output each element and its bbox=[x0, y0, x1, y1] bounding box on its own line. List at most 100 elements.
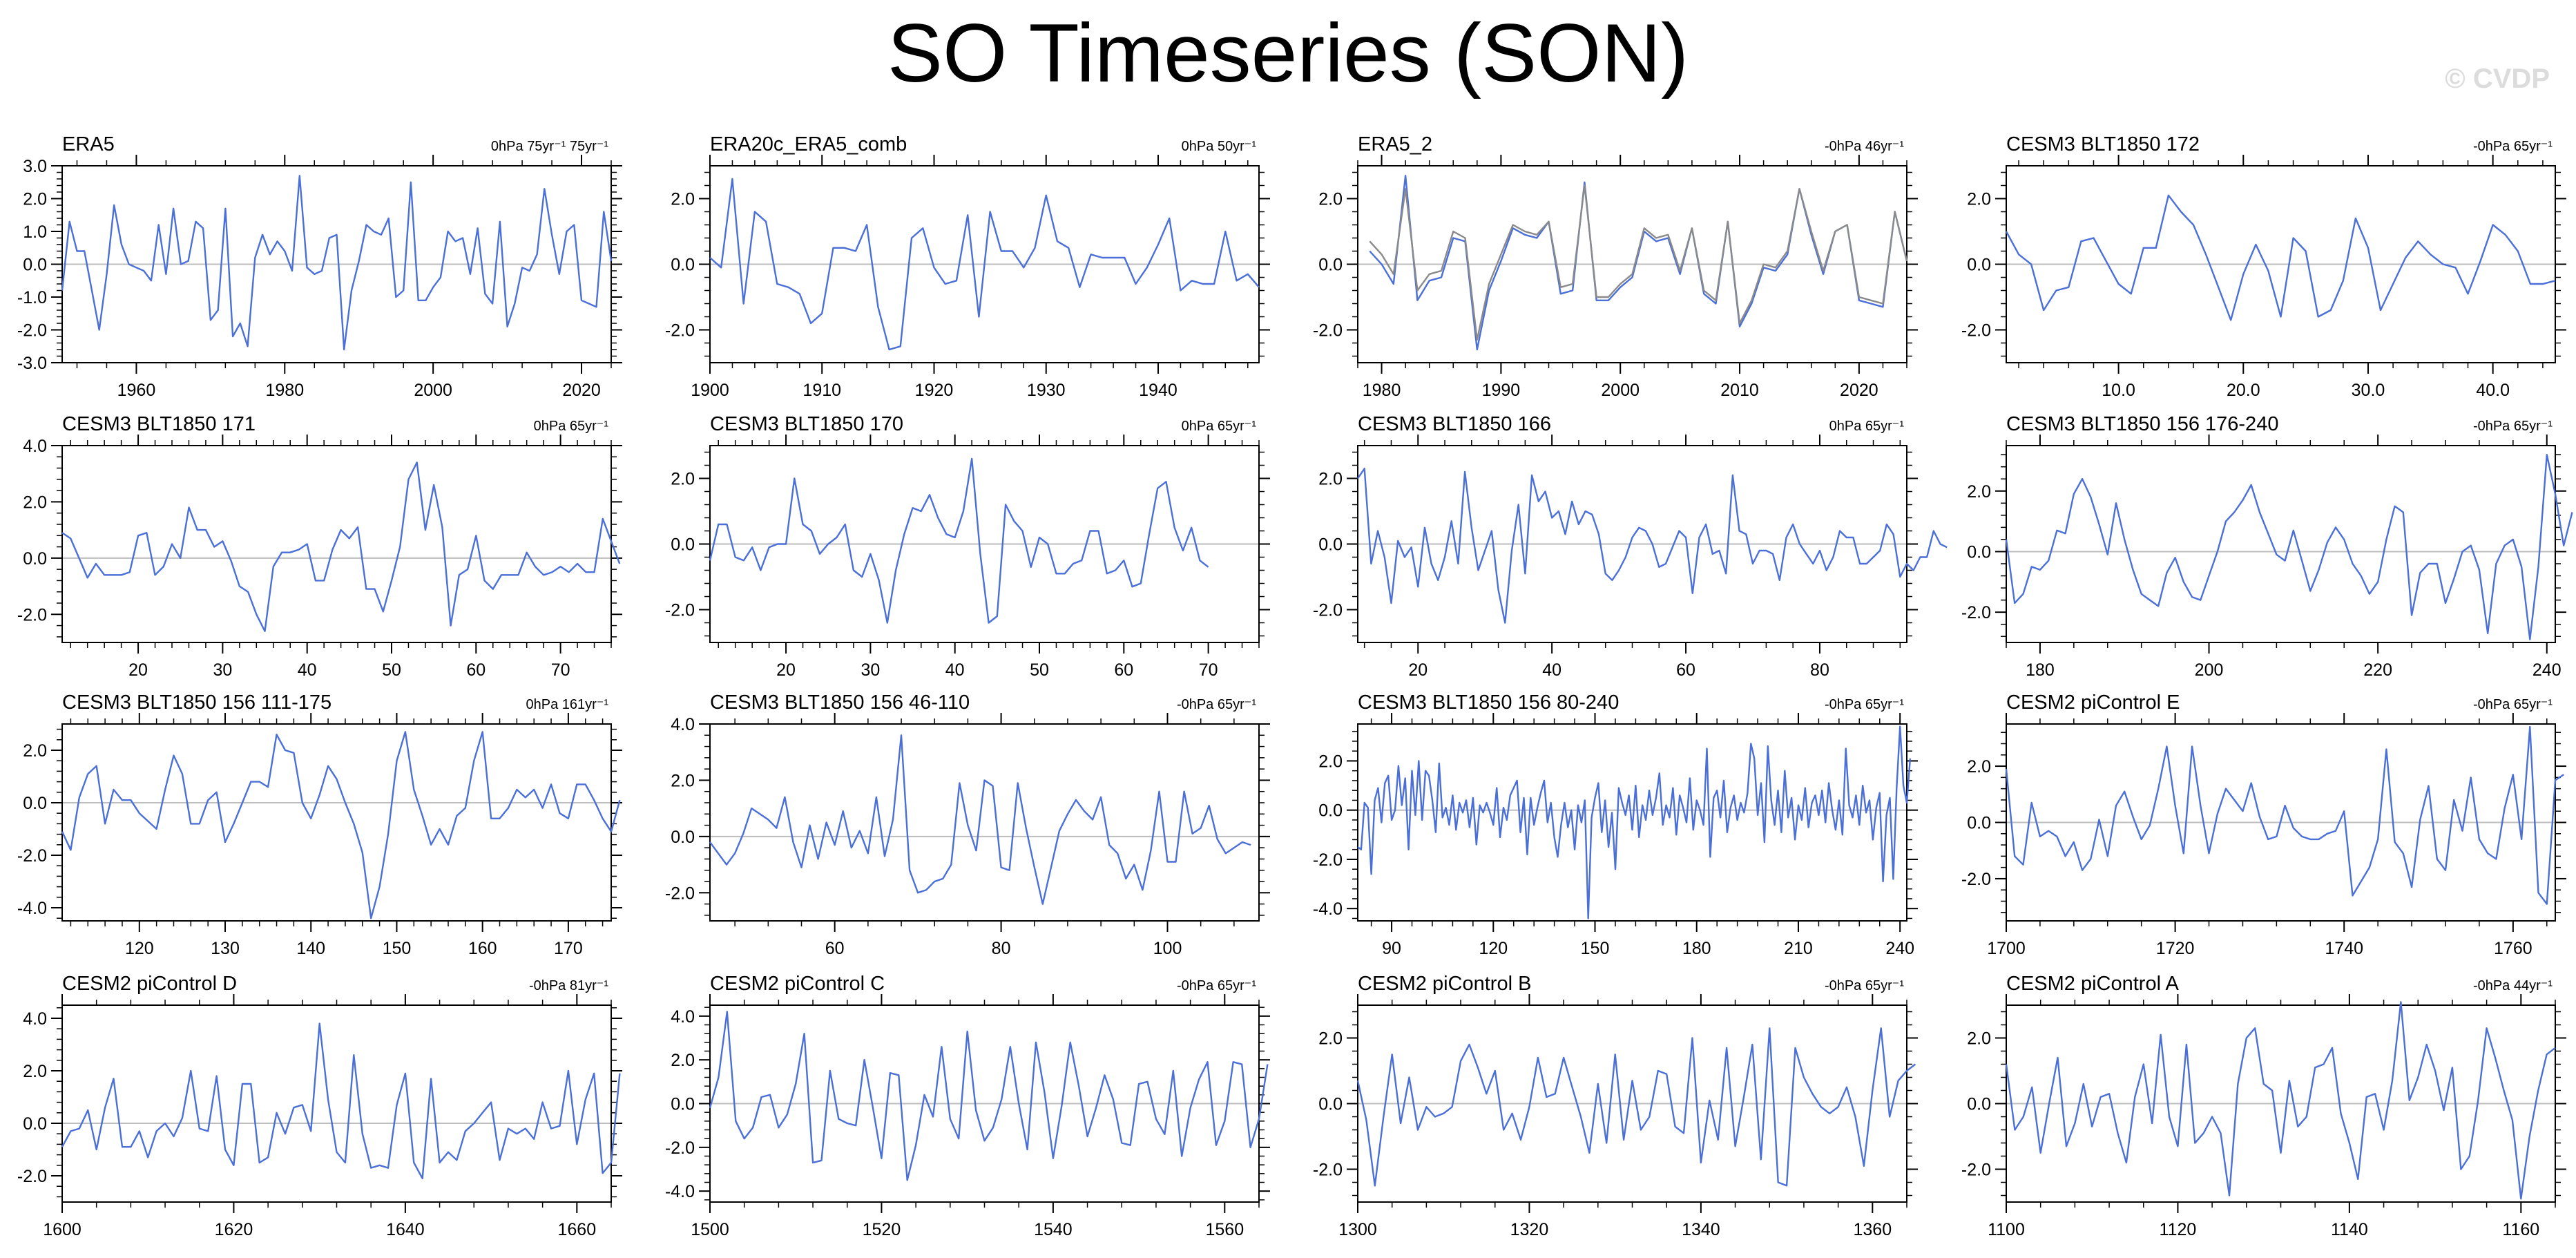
y-tick-label: 0.0 bbox=[671, 535, 695, 555]
x-tick-label: 80 bbox=[1810, 660, 1829, 680]
panel-title: CESM3 BLT1850 156 111-175 bbox=[62, 692, 331, 714]
x-tick-label: 1760 bbox=[2494, 939, 2532, 958]
y-tick-label: 2.0 bbox=[671, 470, 695, 489]
x-tick-label: 1720 bbox=[2156, 939, 2195, 958]
y-tick-label: 2.0 bbox=[1967, 1029, 1991, 1049]
x-tick-label: 170 bbox=[554, 939, 583, 958]
y-tick-label: 0.0 bbox=[1967, 542, 1991, 562]
panel-6: CESM3 BLT1850 166 0hPa 65yr⁻¹ -2.0 0.0 2.0 20… bbox=[1313, 413, 1948, 680]
x-tick-label: 1140 bbox=[2331, 1220, 2368, 1239]
x-tick-label: 1340 bbox=[1682, 1220, 1720, 1239]
x-tick-label: 180 bbox=[1682, 939, 1711, 958]
x-tick-label: 2020 bbox=[1840, 381, 1878, 400]
panel-annotation: -0hPa 65yr⁻¹ bbox=[1177, 978, 1256, 993]
y-tick-label: -2.0 bbox=[1313, 850, 1343, 870]
panel-annotation: -0hPa 46yr⁻¹ bbox=[1825, 139, 1904, 154]
x-tick-label: 50 bbox=[382, 660, 401, 680]
panel-annotation: -0hPa 65yr⁻¹ bbox=[2473, 139, 2553, 154]
panel-title: CESM2 piControl E bbox=[2006, 692, 2180, 714]
x-tick-label: 200 bbox=[2195, 660, 2224, 680]
x-tick-label: 1520 bbox=[863, 1220, 901, 1239]
x-tick-label: 1160 bbox=[2502, 1220, 2539, 1239]
panel-annotation: 0hPa 161yr⁻¹ bbox=[526, 697, 608, 712]
panel-annotation: -0hPa 65yr⁻¹ bbox=[2473, 419, 2553, 434]
figure-title: SO Timeseries (SON) bbox=[887, 7, 1689, 99]
panel-annotation: 0hPa 75yr⁻¹ 75yr⁻¹ bbox=[491, 139, 608, 154]
y-tick-label: 2.0 bbox=[23, 493, 47, 512]
y-tick-label: 2.0 bbox=[671, 190, 695, 209]
y-tick-label: -2.0 bbox=[1313, 321, 1343, 341]
panel-7: CESM3 BLT1850 156 176-240 -0hPa 65yr⁻¹ -2.… bbox=[1961, 413, 2573, 680]
x-tick-label: 40.0 bbox=[2476, 381, 2510, 400]
x-tick-label: 1980 bbox=[1363, 381, 1401, 400]
x-tick-label: 1620 bbox=[215, 1220, 253, 1239]
series-line-0 bbox=[61, 461, 621, 632]
x-tick-label: 1120 bbox=[2160, 1220, 2197, 1239]
x-tick-label: 1560 bbox=[1206, 1220, 1244, 1239]
panel-title: ERA20c_ERA5_comb bbox=[710, 133, 907, 155]
plot-frame bbox=[1357, 723, 1907, 922]
x-tick-label: 30 bbox=[213, 660, 232, 680]
y-tick-label: 2.0 bbox=[23, 190, 47, 209]
y-tick-label: 0.0 bbox=[1967, 256, 1991, 275]
y-tick-label: -2.0 bbox=[17, 321, 47, 341]
panel-1: ERA20c_ERA5_comb 0hPa 50yr⁻¹ -2.0 0.0 2.0 190… bbox=[665, 133, 1270, 400]
y-tick-label: 0.0 bbox=[23, 1114, 47, 1134]
panel-title: CESM2 piControl D bbox=[62, 973, 237, 995]
panel-title: CESM2 piControl A bbox=[2006, 973, 2179, 995]
panel-title: CESM3 BLT1850 170 bbox=[710, 413, 903, 435]
y-tick-label: -2.0 bbox=[17, 846, 47, 866]
x-tick-label: 40 bbox=[298, 660, 317, 680]
y-tick-label: -2.0 bbox=[1961, 870, 1991, 889]
y-tick-label: -2.0 bbox=[1961, 603, 1991, 622]
panel-title: CESM2 piControl C bbox=[710, 973, 885, 995]
panel-title: CESM3 BLT1850 156 176-240 bbox=[2006, 413, 2278, 435]
y-tick-label: 2.0 bbox=[671, 771, 695, 790]
y-tick-label: 0.0 bbox=[1318, 256, 1343, 275]
panel-12: CESM2 piControl D -0hPa 81yr⁻¹ -2.0 0.0 2.0 4… bbox=[17, 973, 622, 1239]
y-tick-label: 0.0 bbox=[1318, 535, 1343, 555]
panel-annotation: -0hPa 65yr⁻¹ bbox=[1825, 978, 1904, 993]
panel-title: CESM3 BLT1850 156 46-110 bbox=[710, 692, 970, 714]
x-tick-label: 60 bbox=[1114, 660, 1133, 680]
x-tick-label: 1500 bbox=[691, 1220, 729, 1239]
x-tick-label: 1960 bbox=[117, 381, 156, 400]
x-tick-label: 1540 bbox=[1034, 1220, 1073, 1239]
y-tick-label: -2.0 bbox=[1313, 601, 1343, 620]
panel-0: ERA5 0hPa 75yr⁻¹ 75yr⁻¹ -3.0 -2.0 -1.0 0.0 1.0… bbox=[17, 133, 622, 400]
x-tick-label: 1700 bbox=[1987, 939, 2026, 958]
y-tick-label: -2.0 bbox=[665, 321, 695, 341]
x-tick-label: 2000 bbox=[1601, 381, 1640, 400]
y-tick-label: -2.0 bbox=[17, 605, 47, 625]
x-tick-label: 30 bbox=[861, 660, 880, 680]
panel-title: CESM3 BLT1850 171 bbox=[62, 413, 256, 435]
x-tick-label: 1600 bbox=[43, 1220, 81, 1239]
series-line-0 bbox=[2005, 1001, 2556, 1200]
series-line-0 bbox=[2005, 194, 2556, 321]
x-tick-label: 150 bbox=[383, 939, 412, 958]
x-tick-label: 60 bbox=[466, 660, 486, 680]
y-tick-label: 2.0 bbox=[1967, 482, 1991, 502]
series-line-0 bbox=[709, 1011, 1269, 1181]
y-tick-label: 3.0 bbox=[23, 157, 47, 176]
series-line-1 bbox=[1369, 184, 1908, 341]
x-tick-label: 240 bbox=[1885, 939, 1914, 958]
panel-9: CESM3 BLT1850 156 46-110 -0hPa 65yr⁻¹ -2.0… bbox=[665, 692, 1270, 958]
x-tick-label: 100 bbox=[1153, 939, 1182, 958]
y-tick-label: 0.0 bbox=[671, 1095, 695, 1114]
y-tick-label: -2.0 bbox=[1313, 1161, 1343, 1180]
plot-frame bbox=[61, 445, 612, 643]
panel-3: CESM3 BLT1850 172 -0hPa 65yr⁻¹ -2.0 0.0 2.0 1… bbox=[1961, 133, 2566, 400]
panel-4: CESM3 BLT1850 171 0hPa 65yr⁻¹ -2.0 0.0 2.0 4.… bbox=[17, 413, 622, 680]
x-tick-label: 70 bbox=[551, 660, 570, 680]
panel-10: CESM3 BLT1850 156 80-240 -0hPa 65yr⁻¹ -4.0… bbox=[1313, 692, 1918, 958]
x-tick-label: 1980 bbox=[265, 381, 304, 400]
y-tick-label: 0.0 bbox=[671, 256, 695, 275]
panel-annotation: -0hPa 65yr⁻¹ bbox=[1177, 697, 1256, 712]
x-tick-label: 150 bbox=[1581, 939, 1610, 958]
x-tick-label: 210 bbox=[1784, 939, 1813, 958]
panel-title: CESM3 BLT1850 156 80-240 bbox=[1358, 692, 1619, 714]
x-tick-label: 20 bbox=[128, 660, 148, 680]
x-tick-label: 220 bbox=[2363, 660, 2392, 680]
